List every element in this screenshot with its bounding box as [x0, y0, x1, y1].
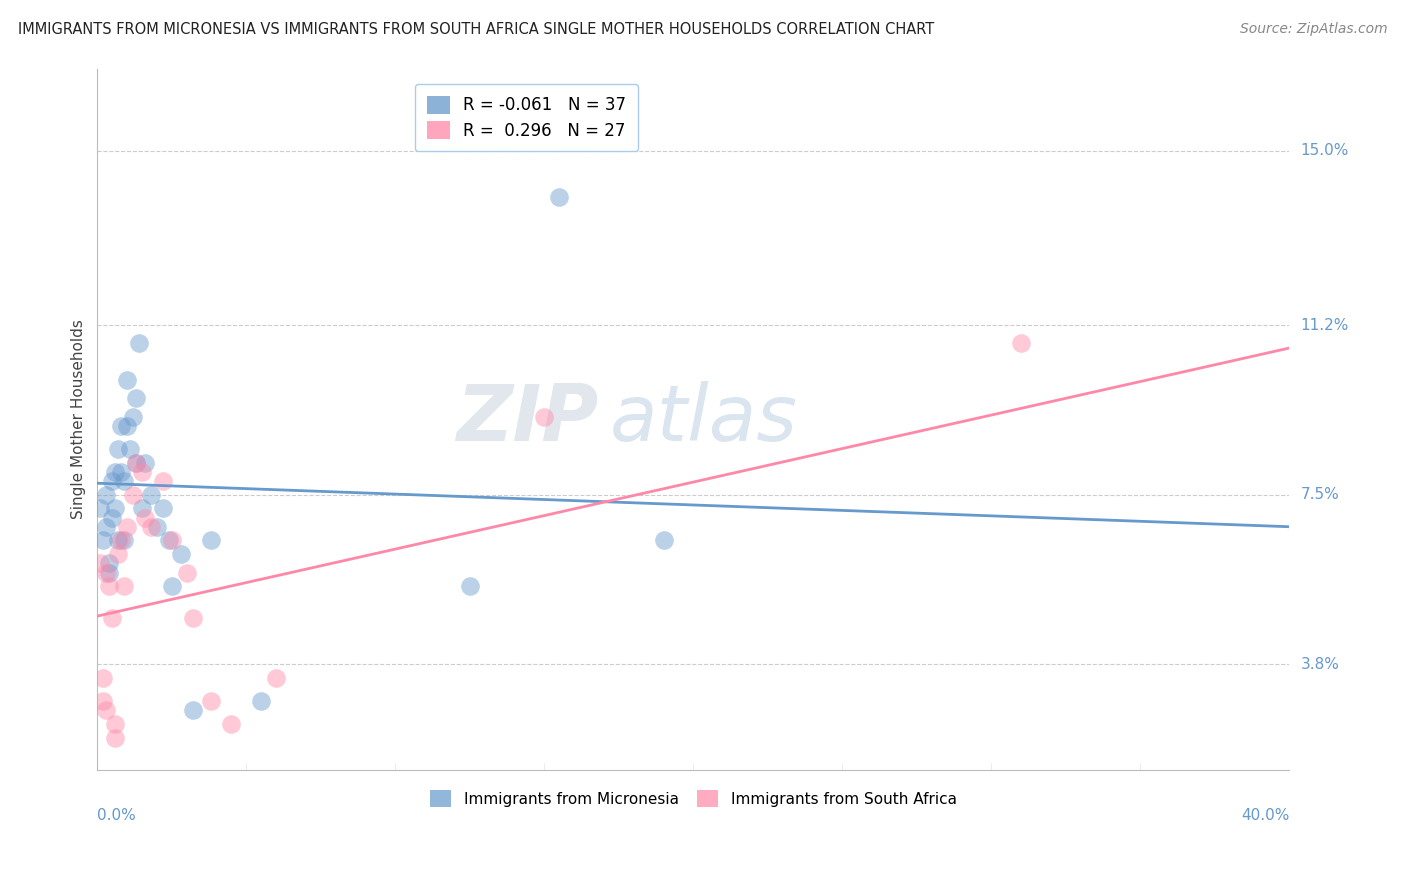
- Point: [200, 694, 222, 708]
- Point: [110, 418, 132, 433]
- Point: [139, 520, 162, 534]
- Point: [120, 442, 142, 456]
- Point: [101, 611, 124, 625]
- Point: [104, 501, 127, 516]
- Point: [1010, 336, 1032, 351]
- Text: 11.2%: 11.2%: [1301, 318, 1348, 333]
- Point: [96, 488, 118, 502]
- Text: 7.5%: 7.5%: [1301, 487, 1339, 502]
- Point: [104, 465, 127, 479]
- Text: Source: ZipAtlas.com: Source: ZipAtlas.com: [1240, 22, 1388, 37]
- Text: ZIP: ZIP: [456, 381, 598, 457]
- Point: [139, 488, 162, 502]
- Point: [112, 533, 135, 548]
- Text: 3.8%: 3.8%: [1301, 657, 1340, 672]
- Point: [652, 533, 675, 548]
- Point: [112, 474, 135, 488]
- Point: [264, 671, 287, 685]
- Text: atlas: atlas: [610, 381, 797, 457]
- Point: [107, 442, 129, 456]
- Point: [110, 533, 132, 548]
- Point: [134, 456, 156, 470]
- Point: [98, 566, 121, 580]
- Point: [91, 671, 114, 685]
- Text: 0.0%: 0.0%: [97, 808, 136, 823]
- Text: IMMIGRANTS FROM MICRONESIA VS IMMIGRANTS FROM SOUTH AFRICA SINGLE MOTHER HOUSEHO: IMMIGRANTS FROM MICRONESIA VS IMMIGRANTS…: [18, 22, 935, 37]
- Point: [176, 566, 198, 580]
- Point: [131, 501, 153, 516]
- Point: [101, 474, 124, 488]
- Point: [104, 731, 127, 745]
- Text: 40.0%: 40.0%: [1241, 808, 1289, 823]
- Point: [250, 694, 273, 708]
- Point: [221, 716, 243, 731]
- Point: [115, 373, 138, 387]
- Point: [128, 336, 150, 351]
- Point: [200, 533, 222, 548]
- Point: [104, 716, 127, 731]
- Point: [125, 456, 148, 470]
- Point: [96, 703, 118, 717]
- Point: [131, 465, 153, 479]
- Point: [91, 533, 114, 548]
- Point: [115, 418, 138, 433]
- Point: [548, 190, 571, 204]
- Point: [110, 465, 132, 479]
- Point: [107, 533, 129, 548]
- Point: [533, 409, 555, 424]
- Point: [122, 409, 145, 424]
- Point: [152, 474, 174, 488]
- Point: [96, 520, 118, 534]
- Point: [101, 510, 124, 524]
- Point: [115, 520, 138, 534]
- Point: [98, 579, 121, 593]
- Point: [146, 520, 169, 534]
- Point: [96, 566, 118, 580]
- Point: [181, 703, 204, 717]
- Text: 15.0%: 15.0%: [1301, 144, 1348, 159]
- Point: [89, 557, 111, 571]
- Point: [134, 510, 156, 524]
- Point: [98, 557, 121, 571]
- Point: [125, 456, 148, 470]
- Y-axis label: Single Mother Households: Single Mother Households: [72, 319, 86, 519]
- Point: [458, 579, 481, 593]
- Point: [157, 533, 180, 548]
- Point: [181, 611, 204, 625]
- Point: [170, 547, 193, 561]
- Point: [125, 392, 148, 406]
- Point: [91, 694, 114, 708]
- Point: [160, 579, 183, 593]
- Point: [107, 547, 129, 561]
- Point: [160, 533, 183, 548]
- Point: [112, 579, 135, 593]
- Point: [89, 501, 111, 516]
- Legend: Immigrants from Micronesia, Immigrants from South Africa: Immigrants from Micronesia, Immigrants f…: [422, 782, 965, 814]
- Point: [122, 488, 145, 502]
- Point: [152, 501, 174, 516]
